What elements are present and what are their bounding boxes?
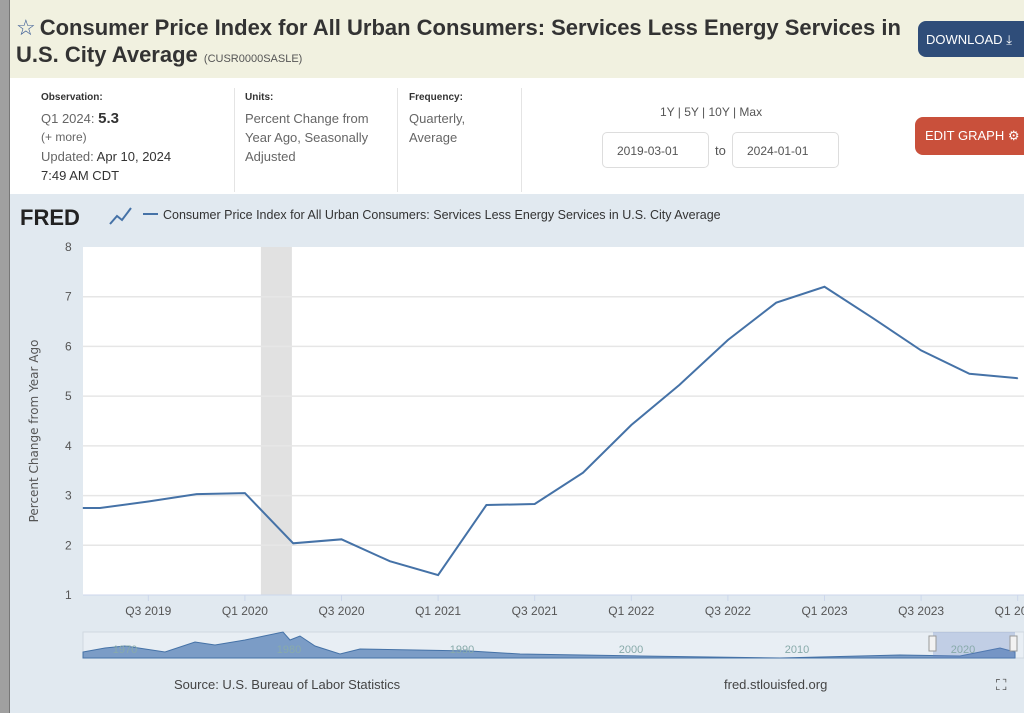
- navigator-tick-label: 1980: [277, 644, 301, 656]
- data-point: [824, 286, 825, 288]
- data-point: [437, 574, 439, 576]
- y-tick-label: 6: [65, 339, 72, 353]
- data-point: [341, 538, 342, 540]
- site-link[interactable]: fred.stlouisfed.org: [724, 677, 828, 692]
- data-point: [534, 503, 536, 505]
- data-point: [679, 384, 681, 386]
- data-point: [147, 501, 149, 503]
- navigator-series-area: [82, 631, 1016, 659]
- x-tick-label: Q1 2021: [415, 604, 461, 618]
- plot-background: [83, 247, 1024, 595]
- x-tick-label: Q3 2019: [125, 604, 171, 618]
- download-icon: ⤓: [1006, 32, 1012, 47]
- x-tick-label: Q3 2020: [318, 604, 364, 618]
- units-block: Units: Percent Change from Year Ago, Sea…: [245, 88, 385, 166]
- divider: [234, 88, 235, 192]
- data-point: [775, 302, 777, 304]
- y-tick-label: 7: [65, 290, 72, 304]
- navigator-handle-right[interactable]: [1009, 635, 1018, 652]
- observation-label: Observation:: [41, 92, 103, 103]
- x-tick-label: Q1 2023: [801, 604, 847, 618]
- frequency-value: Quarterly, Average: [409, 111, 466, 145]
- navigator-tick-label: 2000: [619, 644, 643, 656]
- fred-logo: FRED: [20, 205, 80, 230]
- data-point: [727, 339, 729, 341]
- navigator-handle-left[interactable]: [928, 635, 937, 652]
- x-tick-label: Q1 2022: [608, 604, 654, 618]
- y-tick-label: 3: [65, 489, 72, 503]
- y-tick-label: 4: [65, 439, 72, 453]
- data-point: [389, 560, 391, 562]
- download-label: DOWNLOAD: [926, 32, 1003, 47]
- edit-graph-button[interactable]: EDIT GRAPH ⚙: [915, 117, 1024, 155]
- units-label: Units:: [245, 92, 274, 103]
- source-text: Source: U.S. Bureau of Labor Statistics: [174, 677, 401, 692]
- divider: [521, 88, 522, 192]
- updated-label: Updated:: [41, 149, 94, 164]
- data-point: [82, 507, 84, 509]
- navigator-tick-label: 1990: [450, 644, 474, 656]
- page-title: ☆ Consumer Price Index for All Urban Cons…: [16, 14, 906, 73]
- y-axis-label: Percent Change from Year Ago: [27, 340, 41, 523]
- observation-block: Observation: Q1 2024: 5.3 (+ more) Updat…: [41, 88, 171, 185]
- fullscreen-icon[interactable]: ⛶: [996, 677, 1007, 694]
- navigator-tick-label: 2010: [785, 644, 809, 656]
- legend-label: Consumer Price Index for All Urban Consu…: [163, 208, 721, 222]
- x-tick-label: Q3 2021: [512, 604, 558, 618]
- data-point: [99, 507, 101, 509]
- x-tick-label: Q1 2020: [222, 604, 268, 618]
- range-links[interactable]: 1Y | 5Y | 10Y | Max: [660, 105, 763, 119]
- frequency-label: Frequency:: [409, 92, 463, 103]
- updated-date: Apr 10, 2024: [96, 149, 172, 164]
- fred-logo-chart-icon: [109, 207, 132, 225]
- y-tick-label: 8: [65, 240, 72, 254]
- data-point: [292, 542, 294, 544]
- star-icon[interactable]: ☆: [16, 15, 36, 40]
- data-point: [872, 317, 874, 319]
- download-button[interactable]: DOWNLOAD ⤓: [918, 21, 1024, 57]
- navigator-tick-label: 2020: [951, 644, 975, 656]
- data-point: [1017, 377, 1019, 379]
- series-id: (CUSR0000SASLE): [203, 53, 303, 65]
- data-point: [485, 504, 487, 506]
- x-tick-label: Q1 2024: [995, 604, 1024, 618]
- data-point: [196, 493, 198, 495]
- y-tick-label: 1: [65, 588, 72, 602]
- data-point: [582, 472, 584, 474]
- gear-icon: ⚙: [1007, 128, 1020, 143]
- x-tick-label: Q3 2023: [898, 604, 944, 618]
- navigator-tick-label: 1970: [113, 644, 137, 656]
- updated-time: 7:49 AM CDT: [41, 168, 120, 183]
- observation-value: 5.3: [98, 110, 119, 127]
- frequency-block: Frequency: Quarterly, Average: [409, 88, 489, 147]
- observation-period: Q1 2024:: [41, 111, 95, 126]
- date-to-input[interactable]: 2024-01-01: [732, 132, 839, 168]
- title-text: Consumer Price Index for All Urban Consu…: [16, 15, 901, 67]
- units-value: Percent Change from Year Ago, Seasonally…: [245, 111, 369, 164]
- y-tick-label: 5: [65, 389, 72, 403]
- date-to-label: to: [715, 143, 726, 158]
- data-point: [920, 349, 922, 351]
- x-tick-label: Q3 2022: [705, 604, 751, 618]
- series-header: ☆ Consumer Price Index for All Urban Cons…: [10, 0, 1024, 78]
- date-from-input[interactable]: 2019-03-01: [602, 132, 709, 168]
- divider: [397, 88, 398, 192]
- data-point: [244, 492, 246, 494]
- navigator-selection[interactable]: [933, 632, 1015, 658]
- data-point: [968, 373, 970, 375]
- recession-band: [260, 247, 292, 595]
- edit-graph-label: EDIT GRAPH: [925, 128, 1005, 143]
- data-point: [630, 424, 632, 426]
- y-tick-label: 2: [65, 538, 72, 552]
- more-link[interactable]: (+ more): [41, 130, 87, 144]
- window-edge: [0, 0, 10, 713]
- series-info: Observation: Q1 2024: 5.3 (+ more) Updat…: [10, 78, 1024, 194]
